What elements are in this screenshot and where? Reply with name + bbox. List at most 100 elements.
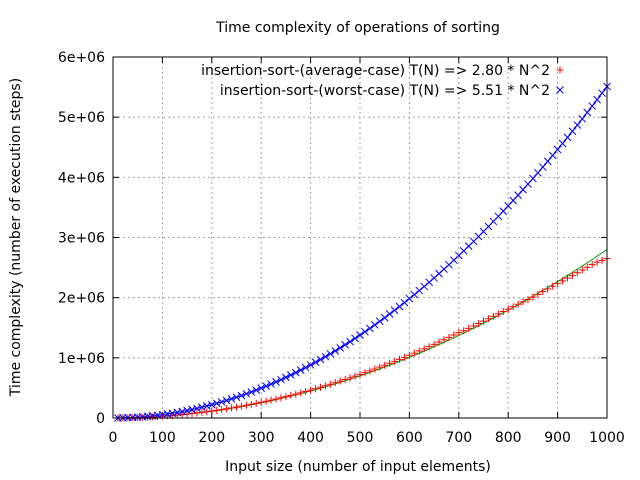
worst-case-point xyxy=(346,337,354,346)
marker-stroke xyxy=(375,317,384,326)
average-case-point xyxy=(524,295,532,303)
marker-stroke xyxy=(341,340,350,349)
marker-stroke xyxy=(272,378,280,386)
worst-case-point xyxy=(296,366,305,374)
worst-case-point xyxy=(400,298,409,307)
average-case-point xyxy=(351,372,359,380)
y-tick-label: 2e+06 xyxy=(58,291,105,307)
marker-stroke xyxy=(232,393,241,402)
worst-case-point xyxy=(321,352,330,361)
average-case-point xyxy=(425,343,433,351)
x-tick-label: 800 xyxy=(495,430,522,446)
average-case-point xyxy=(272,395,280,403)
average-case-point xyxy=(514,300,522,308)
legend-markers xyxy=(556,66,564,94)
average-case-point xyxy=(430,340,438,348)
average-case-point xyxy=(578,266,586,274)
marker-stroke xyxy=(529,174,537,183)
marker-stroke xyxy=(326,349,335,358)
marker-stroke xyxy=(321,352,330,361)
marker-stroke xyxy=(227,395,236,403)
marker-stroke xyxy=(291,368,300,377)
average-case-point xyxy=(223,405,231,413)
average-case-point xyxy=(341,375,349,383)
x-tick-label: 700 xyxy=(445,430,472,446)
marker-stroke xyxy=(553,145,562,154)
marker-stroke xyxy=(168,409,177,418)
worst-case-point xyxy=(558,139,567,148)
x-tick-label: 300 xyxy=(248,430,275,446)
marker-stroke xyxy=(568,127,577,136)
y-axis-label: Time complexity (number of execution ste… xyxy=(8,78,24,397)
average-case-point xyxy=(218,406,226,414)
worst-case-point xyxy=(222,396,231,405)
average-case-point xyxy=(494,310,502,318)
y-tick-label: 0 xyxy=(96,411,105,427)
average-case-point xyxy=(475,320,483,328)
worst-case-point xyxy=(247,388,256,396)
average-case-point xyxy=(247,400,255,408)
worst-case-point xyxy=(370,321,379,329)
worst-case-point xyxy=(578,114,587,123)
worst-case-point xyxy=(390,306,399,315)
marker-stroke xyxy=(336,343,345,352)
marker-stroke xyxy=(252,386,261,394)
worst-case-point xyxy=(306,361,315,369)
worst-case-point xyxy=(420,282,429,291)
worst-case-point xyxy=(588,102,597,110)
marker-stroke xyxy=(538,163,547,171)
worst-case-point xyxy=(375,317,384,326)
marker-stroke xyxy=(188,405,196,414)
chart-title: Time complexity of operations of sorting xyxy=(215,20,500,36)
marker-stroke xyxy=(282,373,290,382)
marker-stroke xyxy=(207,400,216,409)
marker-stroke xyxy=(203,402,211,410)
average-case-point xyxy=(203,408,211,416)
average-case-point xyxy=(415,347,423,355)
worst-case-point xyxy=(563,133,572,142)
legend-label-average: insertion-sort-(average-case) T(N) => 2.… xyxy=(201,63,550,79)
legend-marker-average xyxy=(556,66,564,74)
marker-stroke xyxy=(277,375,285,384)
worst-case-point xyxy=(198,403,206,412)
average-case-point xyxy=(455,329,463,337)
marker-stroke xyxy=(222,396,231,405)
average-case-point xyxy=(366,367,374,375)
average-case-point xyxy=(519,298,527,306)
marker-stroke xyxy=(583,108,592,117)
worst-case-point xyxy=(415,286,424,295)
worst-case-point xyxy=(336,343,345,352)
worst-case-point xyxy=(385,310,394,318)
x-axis-label: Input size (number of input elements) xyxy=(225,459,491,475)
average-case-point xyxy=(504,305,512,313)
worst-case-point xyxy=(212,399,221,408)
worst-case-point xyxy=(533,168,542,177)
average-case-point xyxy=(588,261,596,269)
worst-case-point xyxy=(568,127,577,136)
marker-stroke xyxy=(390,306,399,315)
worst-case-point xyxy=(232,393,241,402)
average-case-point xyxy=(316,383,324,391)
worst-case-point xyxy=(331,347,340,355)
average-case-point xyxy=(386,359,394,367)
average-case-point xyxy=(559,277,567,285)
x-tick-label: 0 xyxy=(109,430,118,446)
average-case-point xyxy=(391,357,399,365)
worst-case-point xyxy=(410,290,419,299)
average-case-point xyxy=(445,333,453,341)
worst-case-point xyxy=(341,340,350,349)
average-case-point xyxy=(460,327,468,335)
average-case-point xyxy=(361,369,369,377)
legend-label-worst: insertion-sort-(worst-case) T(N) => 5.51… xyxy=(220,83,550,99)
marker-stroke xyxy=(242,389,251,398)
average-case-point xyxy=(326,380,334,388)
marker-stroke xyxy=(558,139,567,148)
marker-stroke xyxy=(346,337,354,346)
marker-stroke xyxy=(316,355,325,364)
marker-stroke xyxy=(598,89,606,97)
average-case-point xyxy=(198,408,206,416)
average-case-point xyxy=(480,317,487,325)
x-tick-label: 500 xyxy=(347,430,374,446)
marker-stroke xyxy=(380,313,389,322)
average-case-point xyxy=(213,406,221,414)
